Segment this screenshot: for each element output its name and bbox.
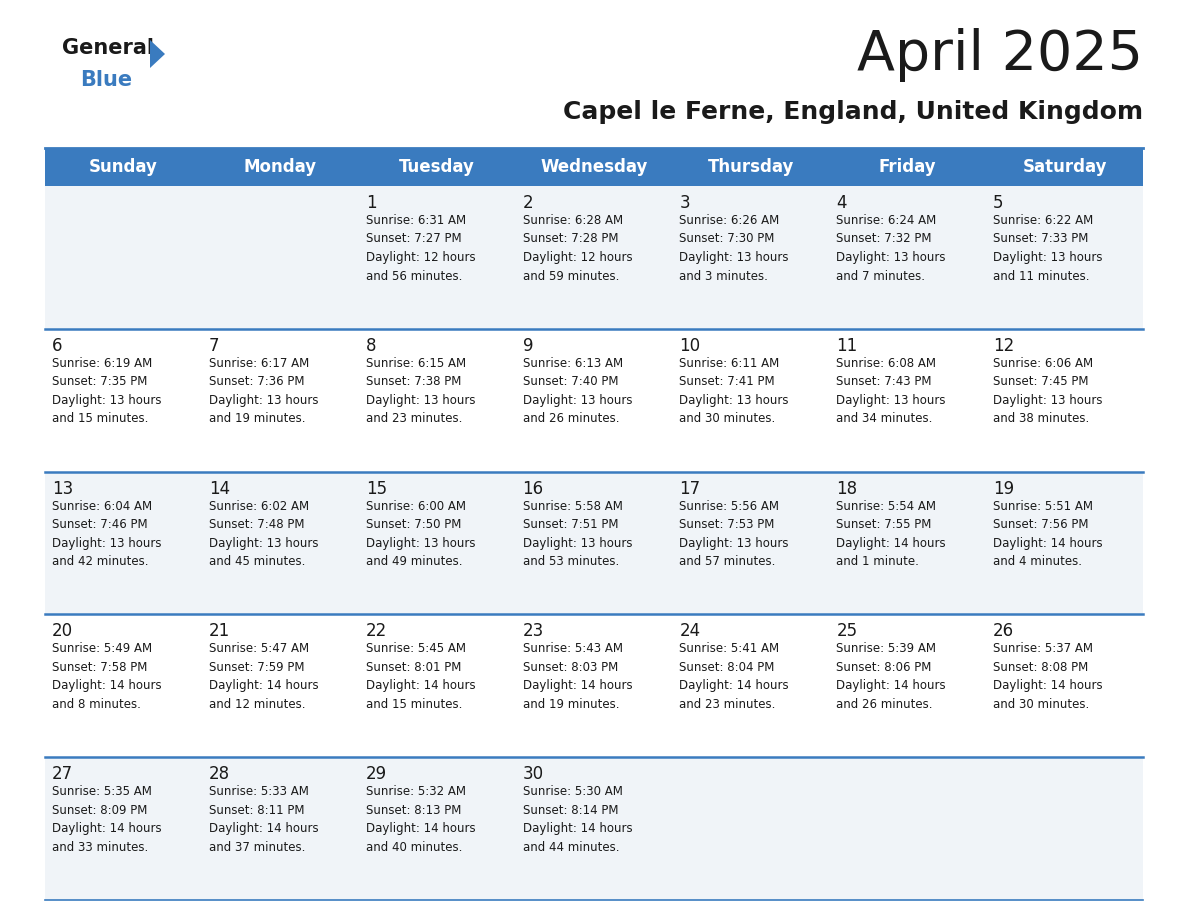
Text: Sunrise: 5:32 AM
Sunset: 8:13 PM
Daylight: 14 hours
and 40 minutes.: Sunrise: 5:32 AM Sunset: 8:13 PM Dayligh… (366, 785, 475, 854)
Text: General: General (62, 38, 154, 58)
Text: 4: 4 (836, 194, 847, 212)
Text: 20: 20 (52, 622, 74, 641)
Text: Sunrise: 5:39 AM
Sunset: 8:06 PM
Daylight: 14 hours
and 26 minutes.: Sunrise: 5:39 AM Sunset: 8:06 PM Dayligh… (836, 643, 946, 711)
Bar (45, 186, 1143, 329)
Text: 27: 27 (52, 766, 74, 783)
Text: 22: 22 (366, 622, 387, 641)
Text: 28: 28 (209, 766, 230, 783)
Bar (202, 148, 359, 186)
Text: Sunrise: 6:00 AM
Sunset: 7:50 PM
Daylight: 13 hours
and 49 minutes.: Sunrise: 6:00 AM Sunset: 7:50 PM Dayligh… (366, 499, 475, 568)
Text: Sunrise: 6:11 AM
Sunset: 7:41 PM
Daylight: 13 hours
and 30 minutes.: Sunrise: 6:11 AM Sunset: 7:41 PM Dayligh… (680, 357, 789, 425)
Text: Blue: Blue (80, 70, 132, 90)
Text: Sunrise: 5:43 AM
Sunset: 8:03 PM
Daylight: 14 hours
and 19 minutes.: Sunrise: 5:43 AM Sunset: 8:03 PM Dayligh… (523, 643, 632, 711)
Bar (45, 329, 1143, 472)
Text: 7: 7 (209, 337, 220, 354)
Text: 23: 23 (523, 622, 544, 641)
Text: Capel le Ferne, England, United Kingdom: Capel le Ferne, England, United Kingdom (563, 100, 1143, 124)
Text: Sunrise: 5:45 AM
Sunset: 8:01 PM
Daylight: 14 hours
and 15 minutes.: Sunrise: 5:45 AM Sunset: 8:01 PM Dayligh… (366, 643, 475, 711)
Text: Thursday: Thursday (708, 158, 794, 176)
Text: Sunrise: 5:47 AM
Sunset: 7:59 PM
Daylight: 14 hours
and 12 minutes.: Sunrise: 5:47 AM Sunset: 7:59 PM Dayligh… (209, 643, 318, 711)
Text: 19: 19 (993, 479, 1015, 498)
Text: Sunrise: 5:54 AM
Sunset: 7:55 PM
Daylight: 14 hours
and 1 minute.: Sunrise: 5:54 AM Sunset: 7:55 PM Dayligh… (836, 499, 946, 568)
Text: 13: 13 (52, 479, 74, 498)
Text: Sunrise: 5:58 AM
Sunset: 7:51 PM
Daylight: 13 hours
and 53 minutes.: Sunrise: 5:58 AM Sunset: 7:51 PM Dayligh… (523, 499, 632, 568)
Text: 29: 29 (366, 766, 387, 783)
Text: 3: 3 (680, 194, 690, 212)
Text: Sunrise: 6:22 AM
Sunset: 7:33 PM
Daylight: 13 hours
and 11 minutes.: Sunrise: 6:22 AM Sunset: 7:33 PM Dayligh… (993, 214, 1102, 283)
Text: 21: 21 (209, 622, 230, 641)
Bar (45, 472, 1143, 614)
Text: 26: 26 (993, 622, 1015, 641)
Text: Sunrise: 6:26 AM
Sunset: 7:30 PM
Daylight: 13 hours
and 3 minutes.: Sunrise: 6:26 AM Sunset: 7:30 PM Dayligh… (680, 214, 789, 283)
Text: 6: 6 (52, 337, 63, 354)
Text: 2: 2 (523, 194, 533, 212)
Text: Sunrise: 6:15 AM
Sunset: 7:38 PM
Daylight: 13 hours
and 23 minutes.: Sunrise: 6:15 AM Sunset: 7:38 PM Dayligh… (366, 357, 475, 425)
Text: 16: 16 (523, 479, 544, 498)
Text: Sunrise: 6:17 AM
Sunset: 7:36 PM
Daylight: 13 hours
and 19 minutes.: Sunrise: 6:17 AM Sunset: 7:36 PM Dayligh… (209, 357, 318, 425)
Text: Friday: Friday (879, 158, 936, 176)
Text: Sunrise: 6:04 AM
Sunset: 7:46 PM
Daylight: 13 hours
and 42 minutes.: Sunrise: 6:04 AM Sunset: 7:46 PM Dayligh… (52, 499, 162, 568)
Text: Sunday: Sunday (89, 158, 158, 176)
Text: Sunrise: 5:51 AM
Sunset: 7:56 PM
Daylight: 14 hours
and 4 minutes.: Sunrise: 5:51 AM Sunset: 7:56 PM Dayligh… (993, 499, 1102, 568)
Text: 30: 30 (523, 766, 544, 783)
Bar (672, 148, 829, 186)
Text: Sunrise: 5:35 AM
Sunset: 8:09 PM
Daylight: 14 hours
and 33 minutes.: Sunrise: 5:35 AM Sunset: 8:09 PM Dayligh… (52, 785, 162, 854)
Text: 10: 10 (680, 337, 701, 354)
Bar (45, 614, 1143, 757)
Text: Sunrise: 6:08 AM
Sunset: 7:43 PM
Daylight: 13 hours
and 34 minutes.: Sunrise: 6:08 AM Sunset: 7:43 PM Dayligh… (836, 357, 946, 425)
Text: Sunrise: 5:30 AM
Sunset: 8:14 PM
Daylight: 14 hours
and 44 minutes.: Sunrise: 5:30 AM Sunset: 8:14 PM Dayligh… (523, 785, 632, 854)
Text: Sunrise: 6:13 AM
Sunset: 7:40 PM
Daylight: 13 hours
and 26 minutes.: Sunrise: 6:13 AM Sunset: 7:40 PM Dayligh… (523, 357, 632, 425)
Text: Saturday: Saturday (1023, 158, 1107, 176)
Text: 24: 24 (680, 622, 701, 641)
Text: 15: 15 (366, 479, 387, 498)
Polygon shape (150, 40, 165, 68)
Text: Sunrise: 5:37 AM
Sunset: 8:08 PM
Daylight: 14 hours
and 30 minutes.: Sunrise: 5:37 AM Sunset: 8:08 PM Dayligh… (993, 643, 1102, 711)
Text: Sunrise: 6:24 AM
Sunset: 7:32 PM
Daylight: 13 hours
and 7 minutes.: Sunrise: 6:24 AM Sunset: 7:32 PM Dayligh… (836, 214, 946, 283)
Text: 14: 14 (209, 479, 230, 498)
Text: Sunrise: 5:56 AM
Sunset: 7:53 PM
Daylight: 13 hours
and 57 minutes.: Sunrise: 5:56 AM Sunset: 7:53 PM Dayligh… (680, 499, 789, 568)
Text: 11: 11 (836, 337, 858, 354)
Bar (516, 148, 672, 186)
Text: Monday: Monday (244, 158, 317, 176)
Text: Sunrise: 6:19 AM
Sunset: 7:35 PM
Daylight: 13 hours
and 15 minutes.: Sunrise: 6:19 AM Sunset: 7:35 PM Dayligh… (52, 357, 162, 425)
Text: 12: 12 (993, 337, 1015, 354)
Text: 8: 8 (366, 337, 377, 354)
Text: Wednesday: Wednesday (541, 158, 647, 176)
Bar (359, 148, 516, 186)
Text: 17: 17 (680, 479, 701, 498)
Text: 1: 1 (366, 194, 377, 212)
Text: April 2025: April 2025 (857, 28, 1143, 82)
Text: Sunrise: 6:31 AM
Sunset: 7:27 PM
Daylight: 12 hours
and 56 minutes.: Sunrise: 6:31 AM Sunset: 7:27 PM Dayligh… (366, 214, 475, 283)
Text: Tuesday: Tuesday (399, 158, 475, 176)
Text: 5: 5 (993, 194, 1004, 212)
Text: Sunrise: 6:06 AM
Sunset: 7:45 PM
Daylight: 13 hours
and 38 minutes.: Sunrise: 6:06 AM Sunset: 7:45 PM Dayligh… (993, 357, 1102, 425)
Text: Sunrise: 5:33 AM
Sunset: 8:11 PM
Daylight: 14 hours
and 37 minutes.: Sunrise: 5:33 AM Sunset: 8:11 PM Dayligh… (209, 785, 318, 854)
Text: 9: 9 (523, 337, 533, 354)
Text: 25: 25 (836, 622, 858, 641)
Bar (45, 757, 1143, 900)
Text: Sunrise: 6:28 AM
Sunset: 7:28 PM
Daylight: 12 hours
and 59 minutes.: Sunrise: 6:28 AM Sunset: 7:28 PM Dayligh… (523, 214, 632, 283)
Bar (45, 148, 202, 186)
Text: 18: 18 (836, 479, 858, 498)
Bar (829, 148, 986, 186)
Text: Sunrise: 6:02 AM
Sunset: 7:48 PM
Daylight: 13 hours
and 45 minutes.: Sunrise: 6:02 AM Sunset: 7:48 PM Dayligh… (209, 499, 318, 568)
Text: Sunrise: 5:49 AM
Sunset: 7:58 PM
Daylight: 14 hours
and 8 minutes.: Sunrise: 5:49 AM Sunset: 7:58 PM Dayligh… (52, 643, 162, 711)
Bar (986, 148, 1143, 186)
Text: Sunrise: 5:41 AM
Sunset: 8:04 PM
Daylight: 14 hours
and 23 minutes.: Sunrise: 5:41 AM Sunset: 8:04 PM Dayligh… (680, 643, 789, 711)
